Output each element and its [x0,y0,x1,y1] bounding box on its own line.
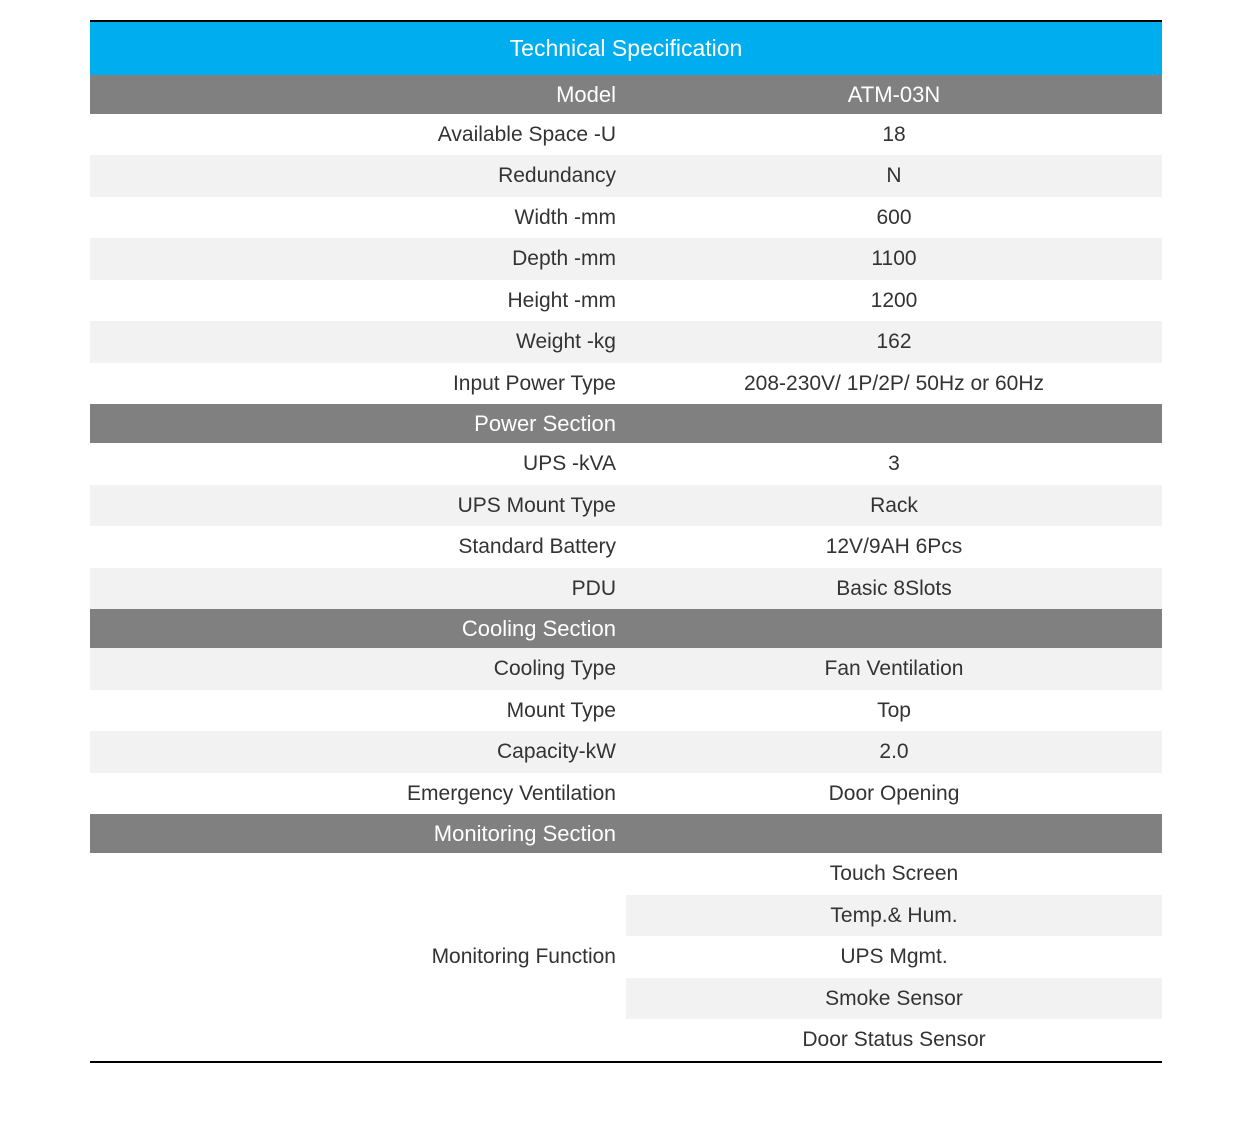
row-value: Touch Screen [626,853,1162,895]
spec-table: Technical SpecificationModelATM-03NAvail… [90,20,1162,1063]
section-row: Cooling Section [90,609,1162,648]
row-value: Temp.& Hum. [626,895,1162,937]
table-row: RedundancyN [90,155,1162,197]
row-value: 162 [626,321,1162,363]
row-value: Door Opening [626,773,1162,815]
row-label: UPS Mount Type [90,485,626,527]
row-label: Available Space -U [90,114,626,156]
row-label: Capacity-kW [90,731,626,773]
row-value: Door Status Sensor [626,1019,1162,1062]
row-label: Redundancy [90,155,626,197]
table-row: Width -mm600 [90,197,1162,239]
row-label: Depth -mm [90,238,626,280]
row-value: Smoke Sensor [626,978,1162,1020]
header-row: ModelATM-03N [90,75,1162,114]
section-value-empty [626,609,1162,648]
row-label: Height -mm [90,280,626,322]
section-label: Cooling Section [90,609,626,648]
table-title-row: Technical Specification [90,21,1162,75]
row-value: Top [626,690,1162,732]
section-row: Power Section [90,404,1162,443]
row-value: 1200 [626,280,1162,322]
row-value: 208-230V/ 1P/2P/ 50Hz or 60Hz [626,363,1162,405]
row-value: 600 [626,197,1162,239]
row-label: UPS -kVA [90,443,626,485]
row-label: Mount Type [90,690,626,732]
table-row: Mount TypeTop [90,690,1162,732]
row-value: N [626,155,1162,197]
header-label: Model [90,75,626,114]
table-row: UPS -kVA3 [90,443,1162,485]
table-title: Technical Specification [90,21,1162,75]
row-value: 1100 [626,238,1162,280]
row-label: Standard Battery [90,526,626,568]
table-row: Available Space -U18 [90,114,1162,156]
row-label: Input Power Type [90,363,626,405]
table-row: Monitoring FunctionTouch Screen [90,853,1162,895]
row-label: Weight -kg [90,321,626,363]
section-label: Monitoring Section [90,814,626,853]
spec-table-container: Technical SpecificationModelATM-03NAvail… [0,0,1252,1123]
table-row: Capacity-kW2.0 [90,731,1162,773]
row-label: Width -mm [90,197,626,239]
row-label: PDU [90,568,626,610]
table-row: Height -mm1200 [90,280,1162,322]
row-value: 12V/9AH 6Pcs [626,526,1162,568]
section-row: Monitoring Section [90,814,1162,853]
row-label: Emergency Ventilation [90,773,626,815]
row-value: 2.0 [626,731,1162,773]
table-row: PDUBasic 8Slots [90,568,1162,610]
table-row: Input Power Type208-230V/ 1P/2P/ 50Hz or… [90,363,1162,405]
section-label: Power Section [90,404,626,443]
section-value-empty [626,814,1162,853]
table-row: Standard Battery12V/9AH 6Pcs [90,526,1162,568]
header-value: ATM-03N [626,75,1162,114]
row-value: 18 [626,114,1162,156]
table-row: UPS Mount TypeRack [90,485,1162,527]
table-row: Emergency VentilationDoor Opening [90,773,1162,815]
row-value: Basic 8Slots [626,568,1162,610]
table-row: Cooling TypeFan Ventilation [90,648,1162,690]
row-value: Rack [626,485,1162,527]
row-label: Monitoring Function [90,853,626,1062]
row-label: Cooling Type [90,648,626,690]
table-row: Depth -mm1100 [90,238,1162,280]
row-value: 3 [626,443,1162,485]
row-value: Fan Ventilation [626,648,1162,690]
table-row: Weight -kg162 [90,321,1162,363]
row-value: UPS Mgmt. [626,936,1162,978]
section-value-empty [626,404,1162,443]
